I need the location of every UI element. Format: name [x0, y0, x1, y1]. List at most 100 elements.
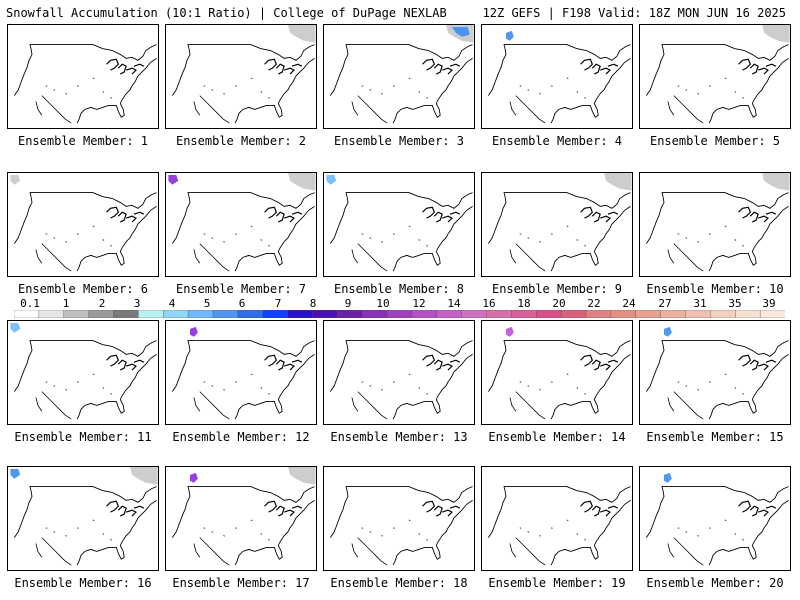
great-lakes: [738, 354, 777, 371]
member-map-panel: [165, 172, 317, 277]
colorbar-segment: [138, 310, 164, 318]
mexico-coastline: [193, 537, 230, 566]
member-label: Ensemble Member: 6: [17, 282, 149, 296]
great-lakes: [738, 500, 777, 517]
colorbar-tick-label: 4: [168, 297, 176, 310]
coastline: [234, 57, 315, 124]
colorbar-segment: [88, 310, 114, 318]
us-border-line: [645, 340, 789, 392]
coastline: [76, 499, 157, 566]
member-map: [171, 25, 316, 124]
coastline: [234, 353, 315, 420]
snowfall-area: [288, 25, 316, 43]
member-map: [487, 326, 631, 420]
member-map: [645, 326, 789, 420]
member-label: Ensemble Member: 10: [646, 282, 784, 296]
mexico-coastline: [35, 243, 72, 272]
member-label: Ensemble Member: 12: [172, 430, 310, 444]
us-border-line: [13, 340, 157, 392]
mexico-coastline: [509, 243, 546, 272]
snowfall-area: [189, 472, 198, 483]
member-label: Ensemble Member: 4: [491, 134, 623, 148]
member-map-panel: [7, 466, 159, 571]
mexico-coastline: [667, 95, 704, 124]
us-border-line: [171, 44, 315, 96]
member-label: Ensemble Member: 7: [175, 282, 307, 296]
us-border-line: [645, 192, 789, 244]
coastline: [76, 353, 157, 420]
us-border-line: [487, 486, 631, 538]
colorbar-segment: [735, 310, 761, 318]
us-border-line: [645, 44, 789, 96]
member-map: [329, 340, 473, 420]
great-lakes: [738, 206, 777, 223]
colorbar-tick-label: 39: [762, 297, 776, 310]
member-map: [168, 173, 316, 272]
colorbar-segment: [262, 310, 289, 318]
colorbar-tick-label: 27: [658, 297, 672, 310]
mexico-coastline: [193, 391, 230, 420]
colorbar-tick-label: 2: [98, 297, 106, 310]
colorbar-tick-label: 24: [622, 297, 636, 310]
mexico-coastline: [193, 243, 230, 272]
mexico-coastline: [35, 537, 72, 566]
snowfall-area: [130, 467, 158, 485]
colorbar-segment: [287, 310, 313, 318]
colorbar-segment: [685, 310, 711, 318]
colorbar-segment: [187, 310, 214, 318]
member-map-panel: [323, 320, 475, 425]
mexico-coastline: [667, 537, 704, 566]
great-lakes: [106, 500, 145, 517]
member-label: Ensemble Member: 2: [175, 134, 307, 148]
member-map: [329, 486, 473, 566]
us-border-line: [171, 486, 315, 538]
member-map: [329, 25, 474, 124]
member-map: [487, 486, 631, 566]
great-lakes: [580, 58, 619, 75]
colorbar-segment: [759, 310, 785, 318]
us-border-line: [171, 192, 315, 244]
snowfall-area: [505, 30, 514, 41]
colorbar-tick-label: 1: [62, 297, 70, 310]
colorbar-segment: [386, 310, 413, 318]
great-lakes: [422, 500, 461, 517]
colorbar-segment: [536, 310, 562, 318]
mexico-coastline: [351, 391, 388, 420]
colorbar-segment: [610, 310, 637, 318]
great-lakes: [264, 354, 303, 371]
member-map: [326, 174, 473, 272]
model-run-info: 12Z GEFS | F198 Valid: 18Z MON JUN 16 20…: [482, 6, 786, 20]
member-map-panel: [7, 24, 159, 129]
coastline: [392, 57, 473, 124]
colorbar-tick-label: 14: [447, 297, 461, 310]
colorbar-tick-label: 6: [238, 297, 246, 310]
snowfall-area: [604, 173, 632, 191]
snowfall-area: [10, 468, 21, 479]
member-map-panel: [481, 466, 633, 571]
member-label: Ensemble Member: 18: [330, 576, 468, 590]
great-lakes: [264, 58, 303, 75]
mexico-coastline: [667, 391, 704, 420]
colorbar-segment: [710, 310, 736, 318]
coastline: [76, 57, 157, 124]
great-lakes: [264, 500, 303, 517]
member-map-panel: [323, 172, 475, 277]
member-label: Ensemble Member: 3: [333, 134, 465, 148]
member-map: [487, 30, 631, 124]
us-border-line: [13, 486, 157, 538]
mexico-coastline: [509, 391, 546, 420]
colorbar-tick-label: 31: [693, 297, 707, 310]
member-map-panel: [481, 320, 633, 425]
snowfall-colorbar: [14, 310, 785, 318]
snowfall-area: [451, 26, 470, 37]
member-map: [13, 44, 157, 124]
great-lakes: [264, 206, 303, 223]
colorbar-tick-label: 8: [309, 297, 317, 310]
member-label: Ensemble Member: 19: [488, 576, 626, 590]
colorbar-tick-label: 3: [133, 297, 141, 310]
member-map: [10, 322, 157, 420]
colorbar-segment: [560, 310, 587, 318]
coastline: [392, 353, 473, 420]
great-lakes: [422, 58, 461, 75]
coastline: [708, 57, 789, 124]
